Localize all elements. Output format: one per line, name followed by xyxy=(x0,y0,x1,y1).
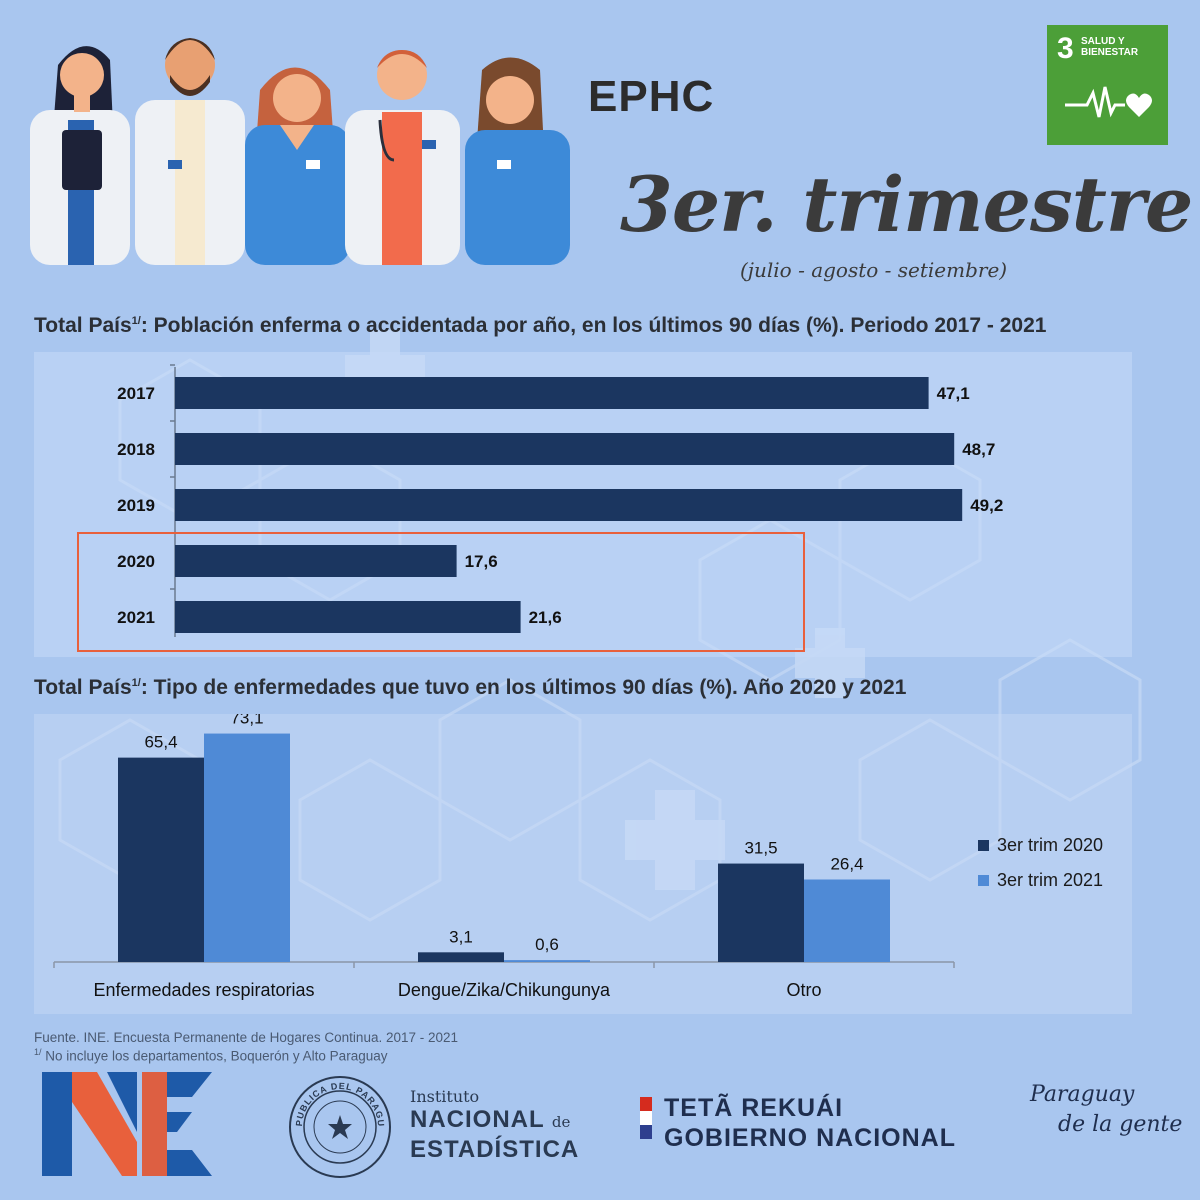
chart1-title-rest: : Población enferma o accidentada por añ… xyxy=(140,314,1047,337)
quarter-title: 3er. trimestre xyxy=(620,160,1193,249)
chart1-title: Total País1/: Población enferma o accide… xyxy=(34,314,1046,338)
chart1-value-label-2018: 48,7 xyxy=(962,440,995,459)
quarter-months: (julio - agosto - setiembre) xyxy=(740,258,1008,282)
legend-swatch-2021 xyxy=(978,875,989,886)
institute-line2: NACIONAL xyxy=(410,1106,545,1133)
institute-de: de xyxy=(551,1113,571,1131)
chart2-title-prefix: Total País xyxy=(34,676,132,699)
chart2-value-label-2021-1: 0,6 xyxy=(535,935,559,954)
chart2-bar-2020-0 xyxy=(118,757,204,962)
chart2-title-rest: : Tipo de enfermedades que tuvo en los ú… xyxy=(140,676,907,699)
chart2-svg: 65,4 73,1 Enfermedades respiratorias 3,1 0,6… xyxy=(53,714,955,1000)
legend-item-2021: 3er trim 2021 xyxy=(978,870,1103,891)
chart1-year-label-2018: 2018 xyxy=(117,440,155,459)
government-line1: TETÃ REKUÁI xyxy=(664,1094,844,1122)
institute-line3: ESTADÍSTICA xyxy=(410,1136,580,1163)
ods-number: 3 xyxy=(1057,32,1074,65)
heartbeat-icon xyxy=(1065,86,1152,118)
legend-label-2021: 3er trim 2021 xyxy=(997,870,1104,890)
legend-item-2020: 3er trim 2020 xyxy=(978,835,1103,856)
chart1-bar-2020 xyxy=(175,545,457,577)
ephc-title: EPHC xyxy=(588,72,715,121)
exclusion-note-text: No incluye los departamentos, Boquerón y… xyxy=(41,1048,388,1064)
chart2-title: Total País1/: Tipo de enfermedades que t… xyxy=(34,676,906,700)
chart1-bar-2021 xyxy=(175,601,521,633)
ods-badge: 3 SALUD Y BIENESTAR xyxy=(1047,25,1168,145)
chart1-year-label-2017: 2017 xyxy=(117,384,155,403)
brand-line2: de la gente xyxy=(1058,1112,1183,1137)
chart2-value-label-2021-0: 73,1 xyxy=(230,714,263,728)
chart2-category-label-2: Otro xyxy=(786,980,821,1000)
source-note: Fuente. INE. Encuesta Permanente de Hoga… xyxy=(34,1030,459,1045)
institute-name: Instituto NACIONAL de ESTADÍSTICA xyxy=(410,1087,579,1164)
chart2-category-label-0: Enfermedades respiratorias xyxy=(93,980,314,1000)
chart2-title-note: 1/ xyxy=(131,677,141,689)
chart1-year-label-2020: 2020 xyxy=(117,552,155,571)
chart1-value-label-2017: 47,1 xyxy=(937,384,970,403)
government-brand: TETÃ REKUÁI GOBIERNO NACIONAL xyxy=(664,1093,956,1153)
chart1-highlight-box xyxy=(77,532,805,652)
ine-logo xyxy=(42,1072,212,1176)
exclusion-note: 1/ No incluye los departamentos, Boqueró… xyxy=(34,1047,387,1064)
legend-label-2020: 3er trim 2020 xyxy=(997,835,1104,855)
chart1-svg: 2017 47,1 2018 48,7 2019 49,2 2020 17,6 2021 21,6 xyxy=(77,364,1003,652)
paraguay-brand: Paraguay de la gente xyxy=(1030,1080,1182,1140)
chart1-value-label-2019: 49,2 xyxy=(970,496,1003,515)
chart2-value-label-2020-1: 3,1 xyxy=(449,927,473,946)
chart1-year-label-2019: 2019 xyxy=(117,496,155,515)
exclusion-note-mark: 1/ xyxy=(34,1047,42,1057)
legend-swatch-2020 xyxy=(978,840,989,851)
chart1-title-note: 1/ xyxy=(131,315,141,327)
chart1-value-label-2021: 21,6 xyxy=(529,608,562,627)
chart2-value-label-2021-2: 26,4 xyxy=(830,855,863,874)
chart2-legend: 3er trim 2020 3er trim 2021 xyxy=(978,835,1103,905)
national-seal: REPUBLICA DEL PARAGUAY xyxy=(288,1075,391,1178)
chart2-bar-2021-0 xyxy=(204,733,290,962)
chart2-category-label-1: Dengue/Zika/Chikungunya xyxy=(398,980,611,1000)
chart2-bar-2020-2 xyxy=(718,863,804,962)
chart1-value-label-2020: 17,6 xyxy=(465,552,498,571)
chart2-value-label-2020-0: 65,4 xyxy=(144,733,177,752)
institute-line2-wrap: NACIONAL de xyxy=(410,1106,579,1136)
chart2-value-label-2020-2: 31,5 xyxy=(744,839,777,858)
chart1-year-label-2021: 2021 xyxy=(117,608,155,627)
health-workers-illustration xyxy=(30,38,570,265)
chart1-title-prefix: Total País xyxy=(34,314,132,337)
chart1-bar-2018 xyxy=(175,433,955,465)
chart1-bar-2019 xyxy=(175,489,963,521)
chart2-bar-2020-1 xyxy=(418,952,504,962)
government-line2: GOBIERNO NACIONAL xyxy=(664,1124,956,1152)
chart2-bar-2021-2 xyxy=(804,879,890,962)
chart2-bar-2021-1 xyxy=(504,960,590,962)
chart1-bar-2017 xyxy=(175,377,929,409)
institute-line1: Instituto xyxy=(410,1087,480,1106)
flag-icon xyxy=(640,1097,652,1139)
ods-label: SALUD Y BIENESTAR xyxy=(1081,36,1139,58)
brand-line1: Paraguay xyxy=(1030,1082,1135,1107)
